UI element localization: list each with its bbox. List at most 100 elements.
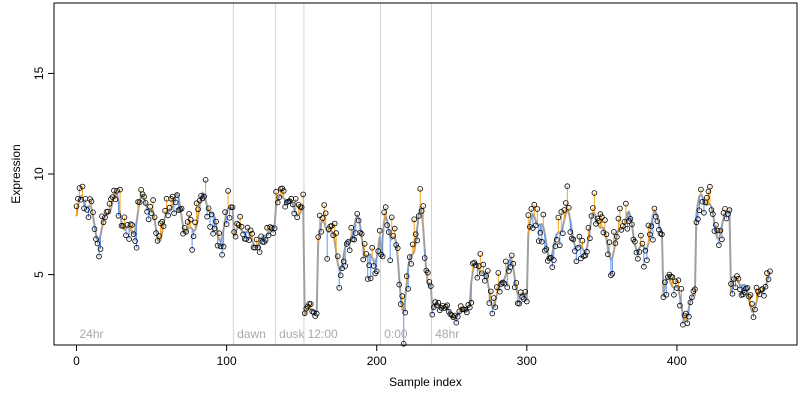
- data-point: [262, 237, 269, 243]
- x-axis-title: Sample index: [389, 375, 462, 389]
- data-point: [635, 255, 641, 262]
- data-point: [97, 246, 104, 252]
- data-point: [397, 301, 404, 307]
- data-point: [675, 277, 682, 284]
- data-point: [171, 210, 177, 217]
- data-point: [321, 202, 328, 208]
- data-point: [556, 242, 563, 249]
- data-point: [716, 242, 722, 248]
- data-point: [154, 238, 161, 244]
- data-point: [707, 183, 713, 190]
- data-point: [442, 303, 449, 310]
- data-point: [549, 264, 556, 271]
- data-point: [732, 284, 739, 291]
- data-point: [764, 270, 770, 276]
- data-point: [584, 248, 590, 255]
- data-point: [747, 292, 754, 298]
- data-point: [210, 230, 216, 237]
- data-point: [183, 229, 189, 235]
- axes-layer: 0 100 200 300 400 5 10 15: [32, 66, 687, 368]
- data-point: [390, 233, 397, 239]
- data-point: [435, 299, 442, 306]
- data-point: [693, 219, 700, 226]
- data-point: [576, 233, 583, 240]
- plot-frame: [53, 2, 798, 346]
- data-point: [597, 211, 604, 217]
- data-point: [211, 225, 218, 232]
- data-point: [166, 204, 173, 211]
- data-point: [88, 198, 95, 205]
- data-point: [382, 204, 389, 210]
- data-point: [728, 281, 734, 287]
- condition-label: dawn: [237, 327, 266, 341]
- data-point: [600, 229, 607, 236]
- data-point: [141, 194, 147, 200]
- data-point: [414, 237, 421, 244]
- data-point: [280, 188, 287, 194]
- data-point: [735, 275, 742, 282]
- data-point: [405, 285, 412, 292]
- data-point: [348, 224, 355, 231]
- data-point: [606, 239, 613, 246]
- data-point: [373, 268, 380, 275]
- data-point: [507, 264, 514, 270]
- data-point: [590, 205, 596, 211]
- data-point: [198, 193, 204, 199]
- data-point: [369, 244, 376, 251]
- data-point: [399, 293, 406, 299]
- data-point: [565, 204, 572, 211]
- data-point: [153, 230, 159, 236]
- data-point: [454, 313, 461, 320]
- data-point: [192, 219, 198, 226]
- data-point: [213, 218, 219, 225]
- x-tick-label: 400: [667, 354, 687, 368]
- data-point: [767, 268, 773, 275]
- data-point: [201, 193, 207, 200]
- data-point: [525, 212, 532, 218]
- data-point: [313, 310, 320, 317]
- data-point: [719, 236, 725, 243]
- data-point: [222, 209, 228, 216]
- data-point: [608, 272, 614, 279]
- data-point: [96, 253, 102, 260]
- data-point: [627, 216, 634, 222]
- data-point: [462, 306, 469, 313]
- data-point: [550, 257, 557, 263]
- data-point: [229, 204, 236, 211]
- data-point: [292, 196, 299, 202]
- data-point: [157, 220, 164, 227]
- data-point: [237, 213, 243, 220]
- data-point: [629, 221, 635, 228]
- data-point: [225, 188, 231, 194]
- data-point: [337, 272, 344, 279]
- data-point: [662, 279, 668, 286]
- data-point: [172, 199, 179, 206]
- data-point: [526, 224, 533, 230]
- data-point: [235, 222, 242, 228]
- data-point: [315, 234, 322, 240]
- data-point: [765, 276, 772, 283]
- data-point: [572, 248, 578, 254]
- data-point: [322, 210, 329, 217]
- data-point: [270, 230, 276, 236]
- data-point: [441, 305, 448, 311]
- data-point: [324, 255, 331, 262]
- data-point: [516, 300, 523, 307]
- data-point: [483, 273, 490, 279]
- data-point: [701, 210, 707, 216]
- data-point: [477, 251, 484, 257]
- data-point: [427, 283, 434, 290]
- x-tick-label: 100: [217, 354, 237, 368]
- data-point: [402, 309, 409, 316]
- data-point: [575, 245, 581, 251]
- data-point: [710, 211, 716, 217]
- data-point: [564, 183, 571, 190]
- data-point: [532, 222, 539, 229]
- data-point: [750, 314, 757, 321]
- data-point: [558, 209, 565, 215]
- data-point: [663, 291, 670, 298]
- data-point: [234, 220, 240, 227]
- data-point: [699, 198, 706, 205]
- data-point: [400, 340, 407, 347]
- data-point: [363, 251, 370, 257]
